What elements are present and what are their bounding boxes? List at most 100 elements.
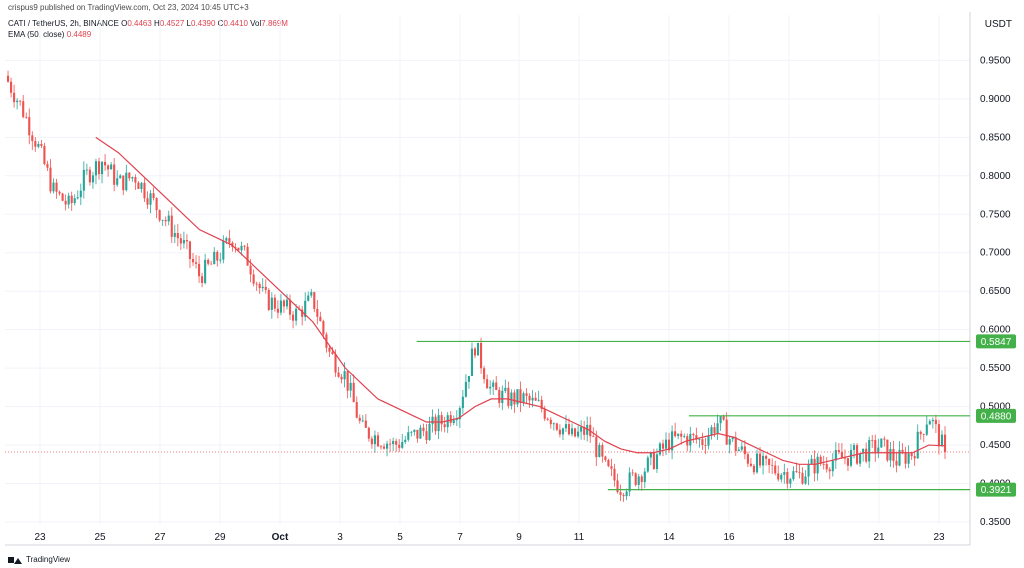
candle-body — [276, 308, 279, 313]
candle-body — [871, 439, 874, 441]
candle-body — [889, 448, 892, 461]
candle-body — [586, 424, 589, 435]
candle-body — [419, 427, 422, 439]
tradingview-logo-icon — [8, 556, 22, 564]
brand-name: TradingView — [26, 555, 71, 564]
candle-body — [398, 444, 401, 448]
candle-body — [113, 164, 116, 185]
candle-body — [367, 427, 370, 439]
candle-body — [222, 240, 225, 260]
candle-body — [358, 417, 361, 421]
candle-body — [501, 390, 504, 404]
high-label: H — [154, 19, 160, 28]
candle-body — [743, 446, 746, 455]
candle-body — [473, 348, 477, 356]
candle-body — [865, 448, 868, 462]
candle-body — [713, 427, 716, 434]
y-tick-label: 0.6000 — [980, 325, 1011, 336]
candle-body — [925, 424, 928, 435]
candle-body — [119, 175, 122, 179]
level-price-tag — [976, 334, 1016, 349]
candle-body — [780, 474, 783, 480]
candle-body — [898, 449, 901, 466]
candle-body — [513, 392, 516, 405]
candle-body — [749, 463, 752, 466]
low-value: 0.4390 — [190, 19, 216, 28]
candle-body — [877, 447, 880, 453]
candle-body — [558, 429, 561, 435]
candle-body — [740, 446, 743, 450]
candle-body — [458, 408, 461, 420]
candle-body — [637, 476, 640, 485]
candle-body — [361, 420, 364, 422]
candle-body — [640, 476, 643, 483]
candle-body — [467, 375, 470, 382]
candle-body — [322, 321, 325, 335]
level-price-label: 0.4880 — [981, 411, 1012, 422]
candle-body — [264, 286, 267, 290]
candle-body — [243, 245, 246, 247]
candle-body — [52, 182, 55, 192]
x-tick-label: 27 — [154, 532, 166, 543]
candle-body — [628, 472, 631, 492]
candle-body — [343, 371, 346, 380]
y-tick-label: 0.5500 — [980, 363, 1011, 374]
candle-body — [931, 419, 934, 422]
candle-body — [328, 347, 331, 352]
level-price-label: 0.5847 — [981, 337, 1012, 348]
candle-body — [401, 441, 404, 448]
candle-body — [716, 423, 719, 434]
candle-body — [704, 445, 707, 446]
x-tick-label: 21 — [873, 532, 885, 543]
candle-body — [134, 177, 137, 183]
candle-body — [813, 458, 816, 474]
candle-body — [349, 382, 352, 391]
candle-body — [116, 178, 119, 185]
candle-body — [292, 314, 295, 321]
candle-body — [604, 456, 607, 460]
candle-body — [455, 419, 458, 421]
candle-body — [874, 440, 877, 453]
y-tick-label: 0.3500 — [980, 517, 1011, 528]
candle-body — [285, 299, 289, 307]
candle-body — [107, 165, 110, 170]
candle-body — [622, 494, 625, 497]
y-tick-label: 0.9000 — [980, 94, 1011, 105]
candle-body — [822, 463, 825, 465]
candle-body — [555, 423, 558, 430]
candle-body — [85, 169, 88, 171]
candle-body — [304, 300, 307, 317]
candle-body — [574, 428, 577, 437]
ema-label: EMA (50, close) — [8, 30, 65, 39]
candle-body — [382, 446, 386, 449]
candle-body — [131, 177, 134, 179]
candle-body — [507, 387, 510, 406]
candle-body — [392, 440, 395, 445]
candle-body — [55, 182, 58, 192]
candle-body — [710, 427, 713, 436]
tradingview-brand[interactable]: TradingView — [8, 555, 70, 564]
candle-body — [67, 195, 70, 205]
candle-body — [185, 240, 188, 242]
candle-body — [240, 245, 243, 251]
candle-body — [695, 435, 698, 440]
candle-body — [728, 439, 731, 445]
x-tick-label: 5 — [397, 532, 403, 543]
candle-body — [201, 276, 204, 283]
candle-body — [804, 476, 807, 484]
candle-body — [261, 286, 264, 289]
candle-body — [786, 472, 789, 484]
candle-body — [643, 471, 646, 483]
candle-body — [22, 101, 25, 117]
low-label: L — [186, 19, 191, 28]
candle-body — [255, 283, 258, 285]
y-tick-label: 0.6500 — [980, 286, 1011, 297]
candle-body — [82, 169, 85, 191]
candle-body — [182, 240, 185, 244]
candle-body — [228, 238, 231, 243]
candle-body — [849, 450, 853, 466]
candle-body — [198, 263, 201, 277]
candle-body — [94, 161, 98, 176]
candle-body — [219, 259, 222, 261]
